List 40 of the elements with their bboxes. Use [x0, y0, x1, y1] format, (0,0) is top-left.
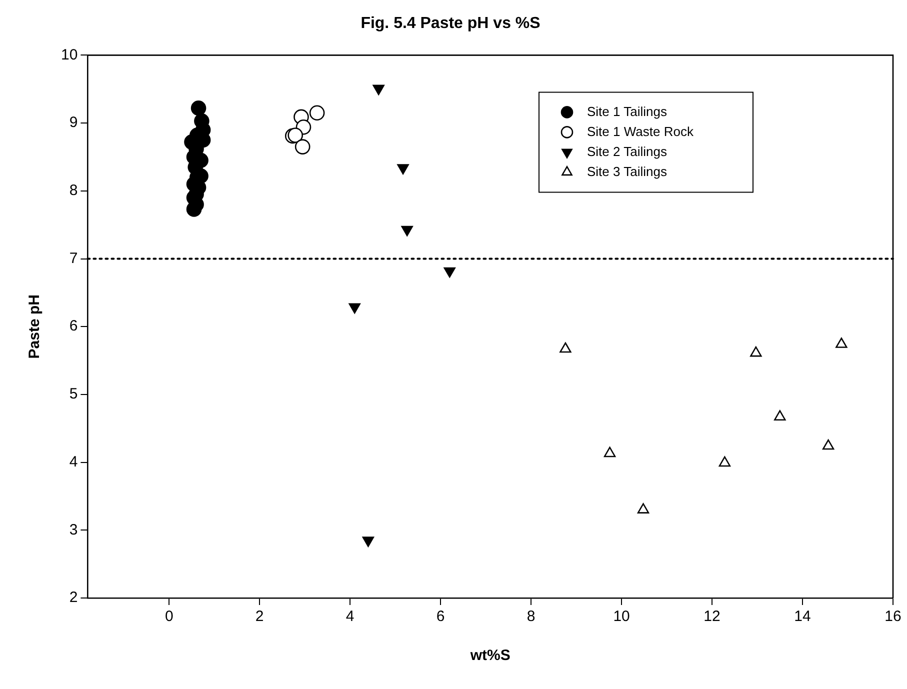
x-tick-label: 4: [346, 608, 354, 626]
x-tick-label: 16: [884, 608, 902, 626]
legend-label: Site 1 Waste Rock: [587, 124, 694, 139]
y-tick-label: 6: [69, 318, 78, 335]
point: [288, 128, 303, 143]
point: [822, 439, 834, 450]
point: [750, 346, 762, 357]
x-tick-label: 6: [436, 608, 445, 626]
x-tick-label: 8: [526, 608, 536, 626]
point: [774, 410, 786, 420]
x-tick-label: 14: [794, 608, 811, 626]
point: [397, 164, 409, 174]
point: [604, 446, 616, 458]
y-tick-label: 5: [69, 386, 78, 403]
point: [190, 100, 206, 116]
y-tick-label: 3: [69, 521, 78, 538]
legend-label: Site 3 Tailings: [587, 164, 668, 179]
y-tick-label: 4: [69, 453, 78, 470]
legend-label: Site 2 Tailings: [587, 144, 668, 159]
point: [186, 202, 202, 217]
point: [372, 84, 384, 96]
point: [836, 338, 848, 348]
y-axis-title: Paste pH: [26, 294, 44, 359]
y-tick-label: 2: [69, 589, 78, 606]
x-tick-label: 2: [255, 608, 264, 626]
x-tick-label: 12: [704, 608, 720, 626]
x-axis-title: wt%S: [469, 647, 510, 664]
y-tick-label: 7: [69, 250, 78, 267]
x-tick-label: 10: [613, 608, 630, 626]
point: [309, 105, 325, 121]
legend-label: Site 1 Tailings: [587, 104, 668, 119]
point: [718, 456, 731, 467]
y-tick-label: 10: [60, 46, 78, 64]
point: [294, 139, 310, 154]
x-tick-label: 0: [164, 608, 174, 626]
y-tick-label: 9: [69, 114, 78, 132]
y-tick-label: 8: [69, 182, 78, 200]
point: [637, 503, 650, 514]
point: [560, 342, 572, 353]
chart-title: Fig. 5.4 Paste pH vs %S: [360, 15, 541, 32]
